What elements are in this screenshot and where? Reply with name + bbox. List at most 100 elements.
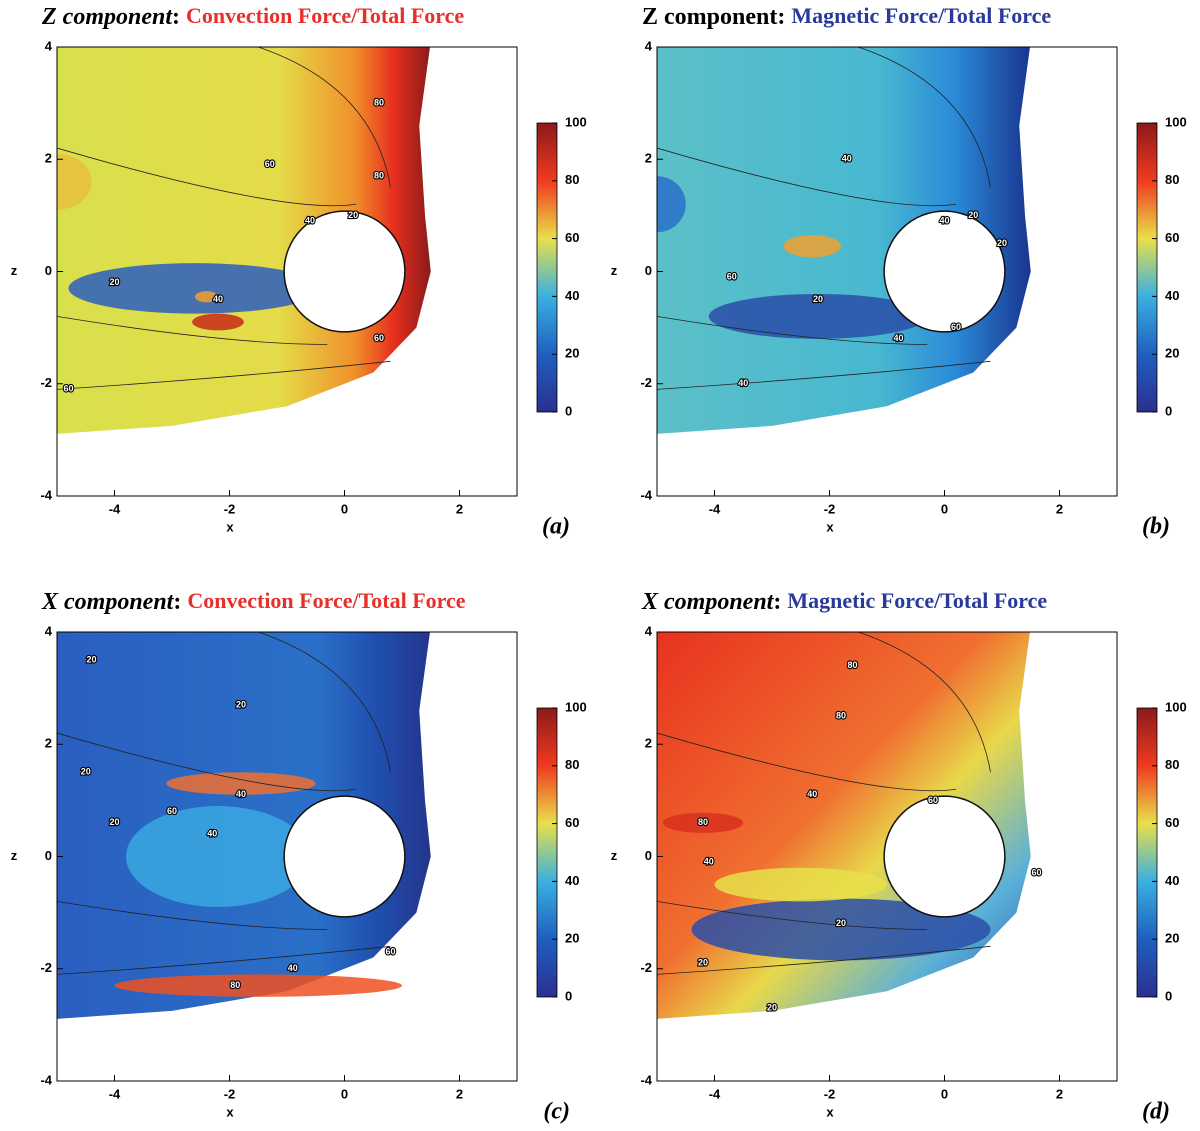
- contour-label: 40: [236, 789, 246, 799]
- field-feature: [192, 313, 244, 331]
- contour-line: [657, 360, 991, 390]
- contour-label: 60: [928, 795, 938, 805]
- contour-label: 80: [847, 660, 857, 670]
- colorbar: [536, 122, 558, 413]
- field-feature: [691, 898, 991, 961]
- colorbar-tick-label: 100: [565, 114, 587, 129]
- colorbar-tick-label: 40: [565, 288, 579, 303]
- colorbar: [1136, 122, 1158, 413]
- field: 80 80 40 20 20 20 40 80 60 60: [657, 632, 1043, 1019]
- y-tick-label: -2: [640, 960, 652, 975]
- colorbar-tick-label: 100: [1165, 699, 1187, 714]
- x-tick-label: -2: [224, 501, 236, 516]
- contour-label: 20: [968, 210, 978, 220]
- colorbar-tick-label: 0: [565, 403, 572, 418]
- planet: [283, 210, 406, 333]
- planet: [283, 795, 406, 918]
- field: 20 40 60 80 40 20 60 60 80: [57, 47, 431, 434]
- panel-title: Z component: Convection Force/Total Force: [41, 3, 464, 29]
- contour-label: 80: [374, 98, 384, 108]
- colorbar-tick-label: 20: [565, 931, 579, 946]
- colorbar-tick-label: 80: [1165, 172, 1179, 187]
- contour-label: 40: [704, 856, 714, 866]
- contour-label: 20: [86, 654, 96, 664]
- x-tick-label: -2: [824, 1086, 836, 1101]
- title-quantity: Convection Force/Total Force: [187, 588, 465, 613]
- contour-label: 40: [207, 828, 217, 838]
- colorbar-tick-label: 40: [1165, 873, 1179, 888]
- field-feature: [114, 974, 402, 997]
- contour-label: 60: [951, 322, 961, 332]
- contour-line: [657, 945, 991, 975]
- contour-label: 20: [109, 277, 119, 287]
- colorbar-tick-label: 0: [1165, 988, 1172, 1003]
- contour-label: 60: [1031, 868, 1041, 878]
- contour-line: [258, 47, 391, 188]
- contour-label: 80: [698, 817, 708, 827]
- contour-label: 60: [374, 333, 384, 343]
- y-tick-label: 4: [45, 623, 53, 638]
- y-tick-label: 0: [45, 848, 52, 863]
- colorbar-tick-label: 100: [1165, 114, 1187, 129]
- x-tick-label: -4: [109, 1086, 121, 1101]
- y-axis-label: z: [611, 263, 618, 278]
- panel: Z component: Convection Force/Total Force…: [11, 3, 587, 539]
- contour-label: 20: [109, 817, 119, 827]
- colorbar-tick-label: 0: [1165, 403, 1172, 418]
- x-tick-label: 0: [941, 1086, 948, 1101]
- x-tick-label: 2: [456, 1086, 463, 1101]
- contour-line: [858, 47, 991, 188]
- y-axis-label: z: [611, 848, 618, 863]
- title-quantity: Magnetic Force/Total Force: [787, 588, 1047, 613]
- contour-label: 20: [813, 294, 823, 304]
- y-tick-label: -4: [40, 1072, 52, 1087]
- contour-label: 60: [167, 806, 177, 816]
- y-tick-label: -2: [40, 960, 52, 975]
- colorbar: [1136, 707, 1158, 998]
- colorbar-tick-label: 60: [565, 230, 579, 245]
- colorbar-tick-label: 60: [565, 815, 579, 830]
- field-feature: [657, 176, 686, 233]
- contour-line: [657, 316, 928, 345]
- contour-label: 40: [213, 294, 223, 304]
- field-feature: [166, 772, 316, 795]
- colorbar-tick-label: 40: [1165, 288, 1179, 303]
- x-tick-label: 0: [941, 501, 948, 516]
- contour-label: 60: [727, 271, 737, 281]
- x-tick-label: -2: [824, 501, 836, 516]
- contour-label: 60: [385, 946, 395, 956]
- y-tick-label: 2: [45, 736, 52, 751]
- panel-label: (a): [542, 514, 570, 540]
- x-tick-label: -4: [709, 1086, 721, 1101]
- x-tick-label: -4: [109, 501, 121, 516]
- contour-label: 40: [893, 333, 903, 343]
- colorbar-tick-label: 20: [1165, 931, 1179, 946]
- contour-label: 40: [939, 215, 949, 225]
- y-tick-label: -4: [640, 487, 652, 502]
- x-tick-label: 2: [456, 501, 463, 516]
- planet: [883, 210, 1006, 333]
- y-tick-label: -2: [640, 375, 652, 390]
- contour-label: 40: [842, 154, 852, 164]
- y-tick-label: -4: [40, 487, 52, 502]
- contour-label: 40: [738, 378, 748, 388]
- colorbar: [536, 707, 558, 998]
- panel: X component: Convection Force/Total Force…: [11, 588, 587, 1124]
- x-axis-label: x: [226, 519, 234, 534]
- field-feature: [783, 235, 841, 258]
- y-tick-label: 2: [645, 736, 652, 751]
- x-axis-label: x: [826, 519, 834, 534]
- contour-label: 20: [81, 767, 91, 777]
- contour-label: 60: [63, 384, 73, 394]
- title-separator: :: [773, 589, 781, 615]
- x-axis-label: x: [226, 1104, 234, 1119]
- x-tick-label: 0: [341, 1086, 348, 1101]
- colorbar-tick-label: 40: [565, 873, 579, 888]
- contour-label: 80: [836, 711, 846, 721]
- panel-title: X component: Convection Force/Total Force: [41, 588, 466, 614]
- y-axis-label: z: [11, 263, 18, 278]
- title-separator: :: [172, 4, 180, 30]
- title-separator: :: [173, 589, 181, 615]
- y-axis-label: z: [11, 848, 18, 863]
